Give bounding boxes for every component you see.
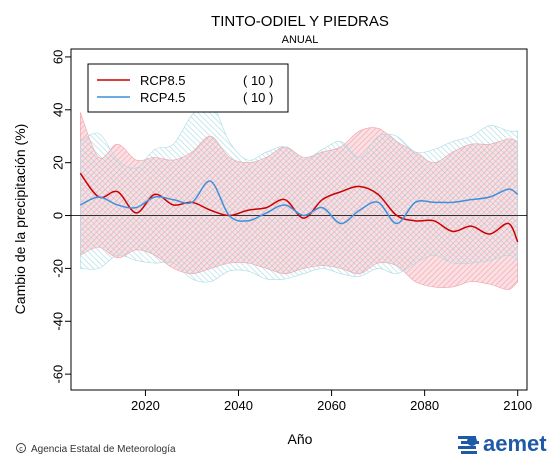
- y-tick-label: 40: [51, 103, 66, 117]
- y-axis: -60 -40 -20 0 20 40 60: [51, 50, 71, 384]
- legend-box: [87, 63, 289, 113]
- series-lines: [79, 172, 519, 243]
- y-axis-label: Cambio de la precipitación (%): [12, 124, 28, 315]
- x-tick-label: 2100: [503, 398, 532, 413]
- series-line-rcp45: [79, 180, 519, 225]
- x-axis-label: Año: [288, 431, 313, 447]
- y-tick-label: 60: [51, 50, 66, 64]
- legend: RCP8.5 ( 10 ) RCP4.5 ( 10 ): [87, 63, 289, 113]
- series-line-rcp85: [79, 172, 519, 243]
- band-rcp45: [80, 100, 518, 283]
- copyright-icon: c: [19, 446, 23, 453]
- aemet-logo-icon: [458, 436, 479, 454]
- y-tick-label: -60: [51, 365, 66, 384]
- y-tick-label: 0: [51, 212, 66, 219]
- y-tick-label: -40: [51, 312, 66, 331]
- uncertainty-bands: [80, 100, 518, 290]
- x-tick-label: 2040: [224, 398, 253, 413]
- legend-count-rcp85: ( 10 ): [243, 73, 273, 88]
- x-axis: 2020 2040 2060 2080 2100: [131, 390, 532, 413]
- aemet-logo-text: aemet: [483, 431, 547, 456]
- legend-label-rcp45: RCP4.5: [140, 90, 186, 105]
- chart-title: TINTO-ODIEL Y PIEDRAS: [211, 13, 389, 30]
- footer-credit-text: Agencia Estatal de Meteorología: [31, 444, 176, 455]
- x-tick-label: 2020: [131, 398, 160, 413]
- y-tick-label: 20: [51, 155, 66, 169]
- x-tick-label: 2080: [410, 398, 439, 413]
- legend-label-rcp85: RCP8.5: [140, 73, 186, 88]
- copyright-icon: [16, 443, 26, 453]
- chart-subtitle: ANUAL: [282, 34, 319, 46]
- footer-credit: c Agencia Estatal de Meteorología: [16, 443, 176, 455]
- y-tick-label: -20: [51, 259, 66, 278]
- x-tick-label: 2060: [317, 398, 346, 413]
- legend-count-rcp45: ( 10 ): [243, 90, 273, 105]
- aemet-logo: aemet: [458, 431, 547, 456]
- plot-frame: [70, 48, 528, 391]
